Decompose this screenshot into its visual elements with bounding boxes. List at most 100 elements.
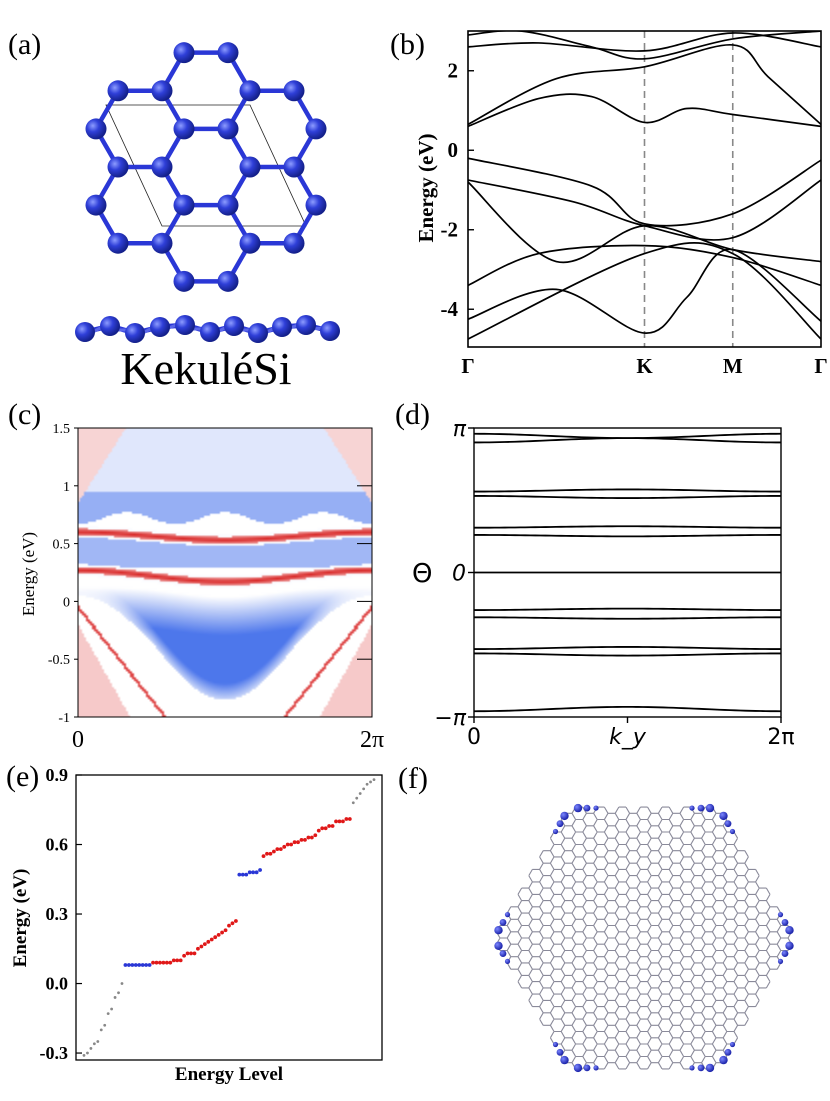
corner-state-dot [719,811,728,821]
band-band5 [468,179,821,241]
corner-state-dot [729,1041,736,1048]
heatmap-ytick-label: -1 [58,711,70,726]
corner-state-dot [724,820,732,828]
level-dot [161,960,166,965]
kekule-lattice-top-view [85,42,327,292]
si-atom [107,156,129,178]
level-dot [372,778,376,782]
corner-state-dot [729,828,736,835]
band-band4 [468,181,821,264]
level-dot [320,826,325,831]
corner-state-dot [552,828,559,835]
si-atom [173,42,195,64]
band-band1 [468,242,821,340]
wilson-band [474,437,781,444]
band-ytick-label: -2 [441,218,459,242]
corner-state-dot [583,1064,591,1072]
level-dot [209,937,214,942]
panel-a: (a) KekuléSi [8,28,340,394]
level-dot [103,1023,107,1027]
band-xtick-label: Γ [814,354,827,378]
level-dot [99,1028,103,1032]
level-dot [227,923,231,928]
band-band3 [468,244,821,287]
band-ytick-label: 2 [448,59,459,83]
panel-c-label: (c) [8,398,41,431]
band-xtick-label: M [723,354,743,378]
level-dot [316,828,321,833]
level-dot [106,1012,110,1016]
wilson-xlabel: k_y [609,725,647,750]
heatmap-frame [77,427,373,718]
corner-state-dot [504,958,511,964]
level-dot [341,819,345,824]
corner-state-dot [560,811,569,821]
corner-state-dot [689,805,695,811]
wilson-ytick-label: −π [434,706,466,731]
corner-state-dot [504,912,511,918]
wilson-ytick-label: 0 [452,562,466,587]
level-dot [123,963,128,967]
heatmap-ytick-label: 1 [63,480,70,495]
corner-state-dot [777,912,784,918]
si-atom [283,156,305,178]
level-dot [265,851,269,856]
level-dot [268,851,273,856]
level-dot [137,963,142,967]
si-atom-side [175,315,195,335]
si-atom-side [200,322,220,342]
panel-b-label: (b) [390,28,425,61]
level-dot [313,833,318,838]
levels-frame [75,774,383,1061]
corner-state-dot [781,950,789,957]
wilson-band [474,495,781,499]
heatmap-xtick-label: 0 [72,727,84,753]
corner-state-dot [499,919,507,926]
level-dot [154,960,159,965]
level-dot [216,932,221,937]
level-dot [240,872,245,877]
si-atom-side [125,323,145,343]
corner-state-dot [724,1048,732,1056]
panel-d-label: (d) [395,398,430,431]
level-dot [278,847,283,852]
level-dot [220,930,224,935]
corner-state-dot [593,805,599,811]
levels-ytick-label: 0.0 [46,974,69,994]
si-atom [151,232,173,254]
si-atom-side [320,321,340,341]
band-band2 [468,248,821,334]
band-plot-axes: 2 0 -2 -4 Γ K M Γ [441,59,828,378]
level-dot [113,996,117,999]
wilson-band [474,534,781,538]
band-xtick-label: Γ [461,354,474,378]
heatmap-xtick-label: 2π [360,727,384,753]
level-dot [285,842,290,847]
panel-e-label: (e) [6,760,39,793]
level-dot [258,868,262,872]
level-dot [151,960,155,965]
level-dot [306,835,311,840]
corner-state-dot [697,1064,705,1072]
wilson-band [474,646,781,650]
level-dot [189,951,193,956]
heatmap-ylabel: Energy (eV) [19,532,38,616]
level-dot [196,946,200,951]
levels-ytick-label: 0.3 [46,904,69,924]
band-structure-plot [468,31,821,347]
heatmap-ytick-label: 0.5 [53,538,71,553]
level-dot [309,835,314,840]
si-atom-side [150,317,170,337]
level-dot [96,1040,100,1043]
si-atom [151,80,173,102]
si-atom [85,118,107,140]
level-dot [351,801,355,805]
si-atom [305,118,327,140]
level-dot [82,1053,86,1057]
panel-f: (f) [398,762,794,1073]
si-atom [107,80,129,102]
level-dot [178,958,183,963]
wilson-band [474,616,781,620]
si-atom-side [100,316,120,336]
